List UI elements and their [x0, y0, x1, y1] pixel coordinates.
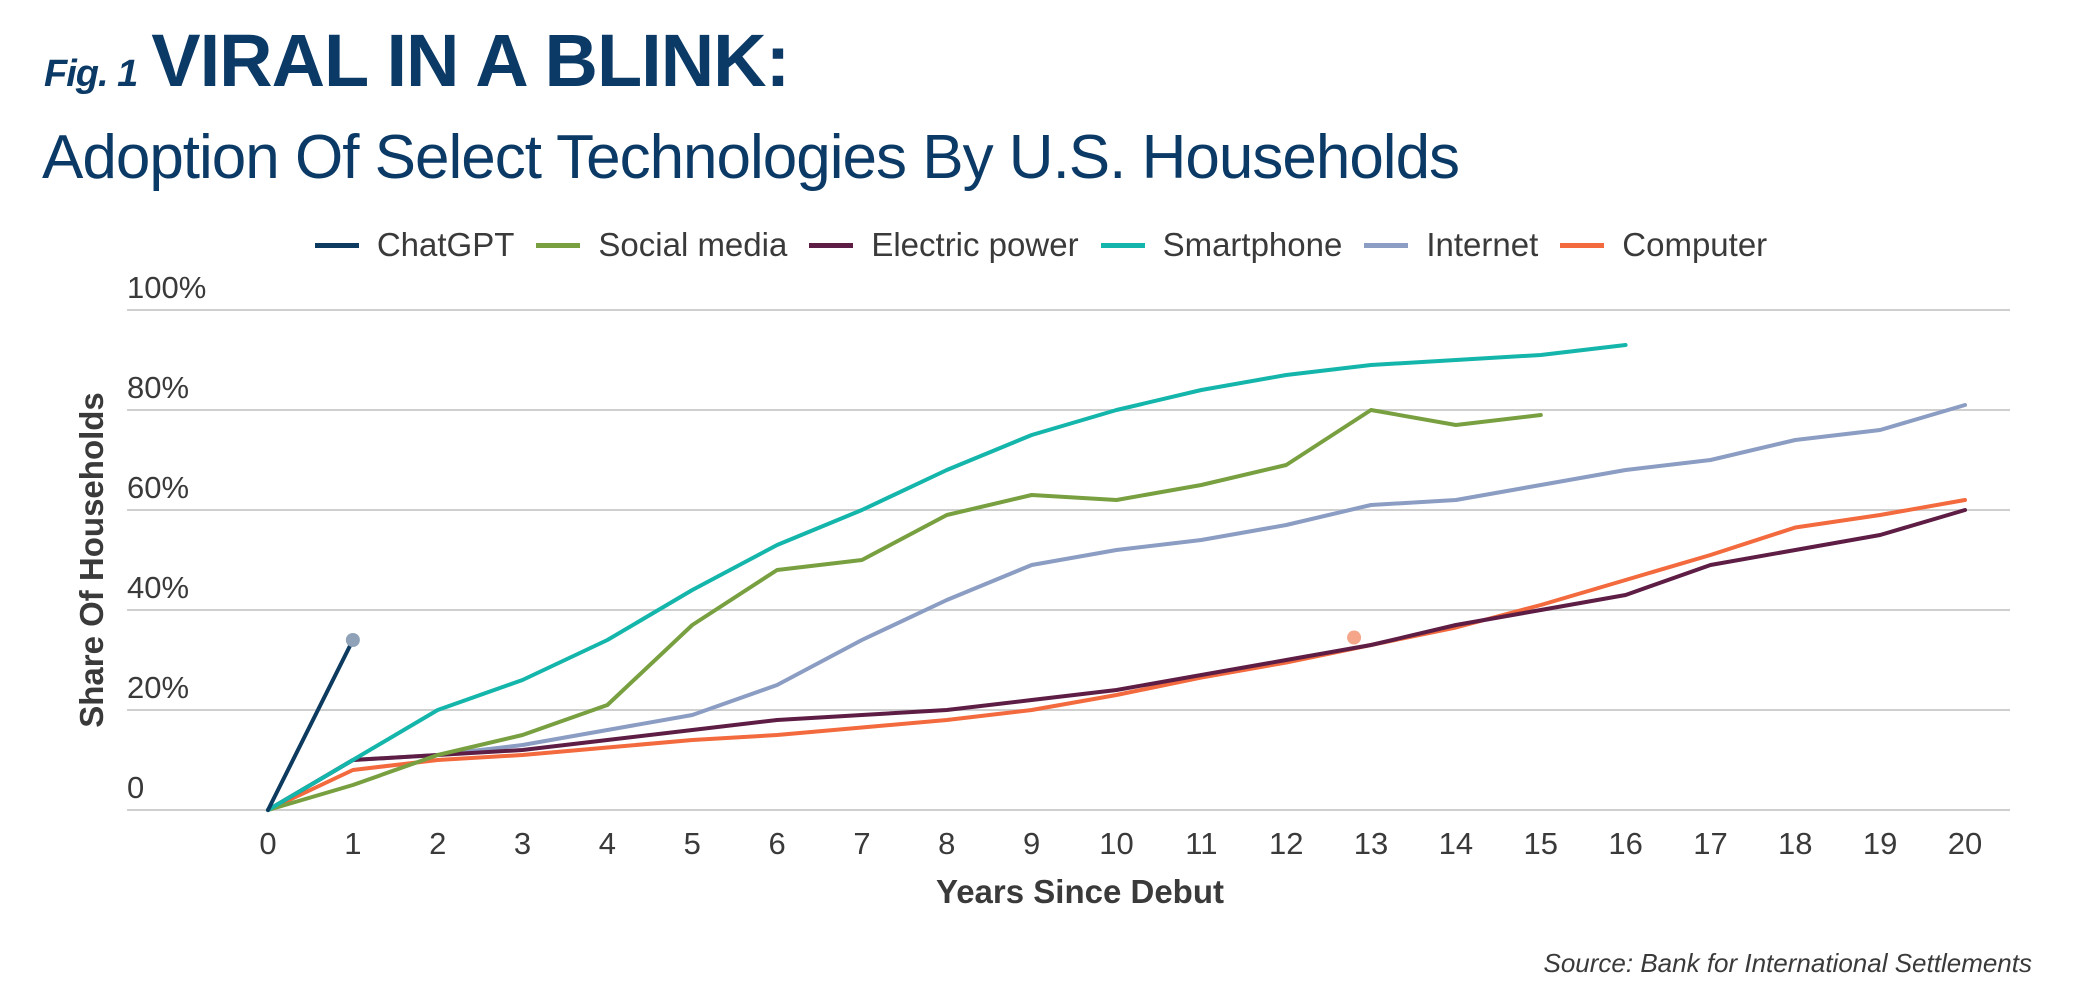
figure-number: Fig. 1 [44, 53, 138, 95]
y-tick-label: 40% [127, 570, 189, 605]
legend-swatch [1100, 242, 1145, 248]
y-tick-label: 100% [127, 270, 206, 305]
series-end-marker-chatgpt [345, 633, 360, 647]
legend-swatch [809, 242, 854, 248]
legend-label: Social media [598, 226, 788, 263]
x-tick-label: 5 [684, 826, 701, 861]
legend-item-computer: Computer [1560, 226, 1767, 264]
y-tick-label: 60% [127, 470, 189, 505]
x-tick-label: 6 [768, 826, 785, 861]
series-lines [266, 343, 1967, 812]
x-tick-label: 16 [1608, 826, 1642, 861]
legend-label: Internet [1426, 226, 1539, 263]
x-tick-label: 7 [853, 826, 870, 861]
x-tick-label: 18 [1778, 826, 1812, 861]
series-line-smartphone [266, 343, 1628, 812]
x-axis-ticks: 0 1 2 3 4 5 6 7 8 9 10 11 12 13 14 15 16 17 18 19 20 [259, 826, 1982, 861]
legend-item-social-media: Social media [536, 226, 787, 264]
legend-item-smartphone: Smartphone [1100, 226, 1343, 264]
x-tick-label: 10 [1099, 826, 1133, 861]
chart-title: VIRAL IN A BLINK: [151, 19, 790, 102]
x-tick-label: 19 [1863, 826, 1897, 861]
legend-label: Smartphone [1162, 226, 1343, 263]
legend-item-electric-power: Electric power [809, 226, 1079, 264]
x-tick-label: 14 [1439, 826, 1473, 861]
x-tick-label: 9 [1023, 826, 1040, 861]
series-line-internet [266, 403, 1967, 812]
x-tick-label: 2 [429, 826, 446, 861]
y-tick-label: 80% [127, 370, 189, 405]
x-tick-label: 15 [1524, 826, 1558, 861]
x-tick-label: 0 [259, 826, 276, 861]
x-tick-label: 12 [1269, 826, 1303, 861]
series-line-chatgpt [266, 638, 355, 812]
x-tick-label: 13 [1354, 826, 1388, 861]
x-tick-label: 1 [344, 826, 361, 861]
legend-swatch [1364, 242, 1409, 248]
y-tick-label: 20% [127, 670, 189, 705]
legend-swatch [536, 242, 581, 248]
legend-item-internet: Internet [1364, 226, 1538, 264]
y-axis-title: Share Of Households [73, 392, 110, 728]
x-tick-label: 8 [938, 826, 955, 861]
legend-label: ChatGPT [376, 226, 515, 263]
chart-legend: ChatGPT Social media Electric power Smartph… [0, 226, 2082, 264]
annotation-point [1347, 630, 1362, 645]
legend-label: Computer [1622, 226, 1768, 263]
x-tick-label: 20 [1948, 826, 1982, 861]
legend-label: Electric power [871, 226, 1079, 263]
source-note: Source: Bank for International Settlemen… [1543, 948, 2033, 978]
x-tick-label: 11 [1185, 826, 1217, 861]
figure-heading: Fig. 1 VIRAL IN A BLINK: [44, 18, 790, 103]
y-tick-label: 0 [127, 770, 144, 805]
x-tick-label: 3 [514, 826, 531, 861]
x-axis-title: Years Since Debut [936, 873, 1224, 910]
series-line-computer [266, 498, 1967, 812]
legend-swatch [314, 242, 359, 248]
series-line-social-media [266, 408, 1543, 812]
legend-swatch [1560, 242, 1605, 248]
chart-subtitle: Adoption Of Select Technologies By U.S. … [42, 123, 1460, 192]
y-axis-ticks: 0 20% 40% 60% 80% 100% [127, 270, 206, 805]
annotations [1347, 630, 1362, 645]
legend-item-chatgpt: ChatGPT [314, 226, 515, 264]
series-line-electric-power [266, 508, 1967, 812]
x-tick-label: 17 [1693, 826, 1727, 861]
x-tick-label: 4 [599, 826, 616, 861]
